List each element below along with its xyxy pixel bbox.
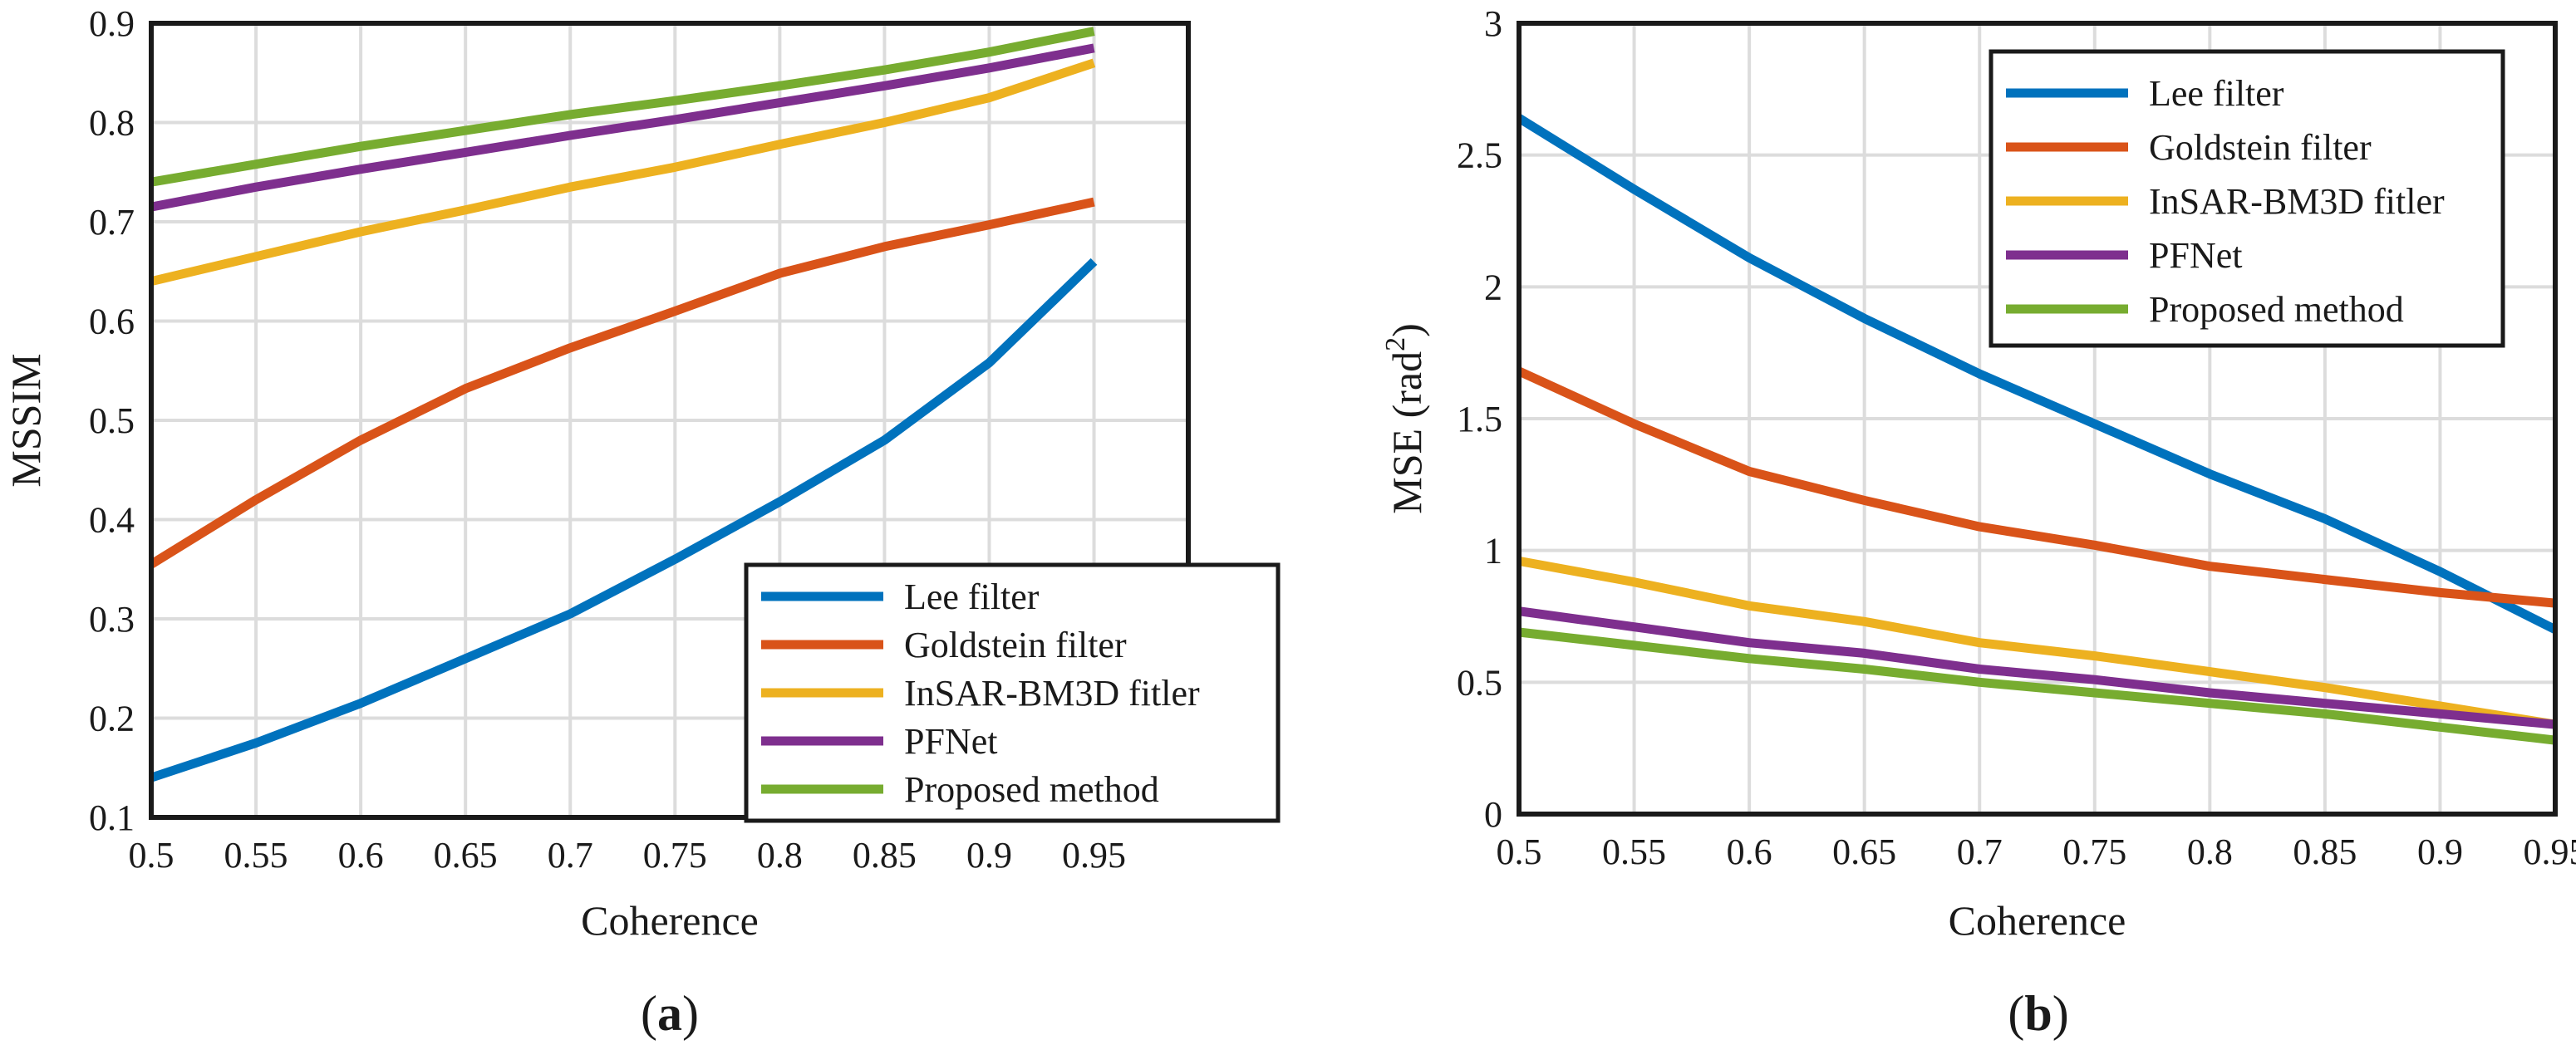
- y-tick-label: 0.8: [89, 103, 135, 144]
- y-tick-label: 0.5: [1457, 662, 1502, 703]
- x-tick-label: 0.95: [2524, 832, 2576, 872]
- y-tick-label: 0.7: [89, 202, 135, 243]
- plot-frame: [149, 21, 1191, 820]
- subfigure-caption: (a): [641, 986, 699, 1041]
- x-tick-label: 0.6: [338, 835, 384, 876]
- legend-label-proposed: Proposed method: [2149, 289, 2404, 330]
- x-tick-label: 0.8: [757, 835, 803, 876]
- x-tick-label: 0.95: [1062, 835, 1126, 876]
- series-line-bm3d: [150, 58, 1096, 287]
- series-line-proposed: [1518, 627, 2556, 745]
- legend-label-bm3d: InSAR-BM3D fitler: [904, 673, 1200, 714]
- caption-open-paren: (: [641, 986, 657, 1041]
- y-tick-label: 0.6: [89, 302, 135, 342]
- x-tick-label: 0.85: [853, 835, 917, 876]
- y-tick-label: 0.9: [89, 3, 135, 44]
- y-axis-label: MSE (rad2): [1380, 323, 1430, 513]
- legend-label-lee: Lee filter: [2149, 73, 2284, 114]
- y-axis-label: MSSIM: [2, 353, 49, 487]
- y-axis-label-main: MSE (rad: [1384, 351, 1430, 514]
- legend-label-proposed: Proposed method: [904, 769, 1159, 810]
- caption-letter: a: [657, 986, 682, 1041]
- x-tick-label: 0.7: [548, 835, 593, 876]
- series-line-goldstein: [1517, 366, 2556, 608]
- x-tick-label: 0.5: [1497, 832, 1542, 872]
- legend-label-bm3d: InSAR-BM3D fitler: [2149, 181, 2445, 222]
- series-line-proposed: [150, 27, 1095, 187]
- y-tick-label: 0.2: [89, 699, 135, 739]
- legend-label-goldstein: Goldstein filter: [2149, 127, 2372, 168]
- x-tick-label: 0.85: [2293, 832, 2357, 872]
- chart-panel-b: 0.50.550.60.650.70.750.80.850.90.9500.51…: [1380, 3, 2576, 1041]
- series-line-pfnet: [1518, 606, 2556, 729]
- x-tick-label: 0.75: [2062, 832, 2126, 872]
- plot-frame: [1517, 21, 2558, 817]
- x-tick-label: 0.75: [643, 835, 707, 876]
- legend-label-pfnet: PFNet: [904, 721, 997, 762]
- x-tick-label: 0.9: [2417, 832, 2463, 872]
- y-axis-label-suffix: ): [1384, 323, 1430, 337]
- x-tick-label: 0.55: [1602, 832, 1666, 872]
- legend-label-lee: Lee filter: [904, 576, 1040, 617]
- y-tick-label: 3: [1484, 3, 1502, 44]
- y-tick-label: 0.1: [89, 797, 135, 838]
- series-line-bm3d: [1518, 556, 2556, 729]
- y-tick-label: 2: [1484, 267, 1502, 307]
- caption-letter: b: [2024, 986, 2052, 1041]
- caption-close-paren: ): [2052, 986, 2069, 1041]
- x-axis-label: Coherence: [581, 897, 759, 944]
- series-line-lee: [1517, 114, 2558, 634]
- y-tick-label: 2.5: [1457, 135, 1502, 176]
- x-tick-label: 0.55: [224, 835, 288, 876]
- x-tick-label: 0.9: [966, 835, 1012, 876]
- caption-close-paren: ): [682, 986, 699, 1041]
- series-line-pfnet: [150, 43, 1095, 212]
- x-axis-label: Coherence: [1949, 897, 2126, 944]
- x-tick-label: 0.5: [129, 835, 175, 876]
- x-tick-label: 0.7: [1957, 832, 2003, 872]
- y-axis-label-main: MSSIM: [2, 353, 49, 487]
- caption-open-paren: (: [2008, 986, 2024, 1041]
- x-tick-label: 0.65: [1832, 832, 1896, 872]
- x-tick-label: 0.8: [2187, 832, 2233, 872]
- series-line-goldstein: [149, 197, 1095, 568]
- legend-label-pfnet: PFNet: [2149, 235, 2242, 276]
- chart-panel-a: 0.5 0.55 0.6 0.65 0.7 0.75 0.8 0.85 0.9 0.950.10.…: [2, 3, 1281, 1041]
- y-tick-label: 1.5: [1457, 399, 1502, 439]
- y-axis-label-superscript: 2: [1380, 337, 1411, 351]
- y-tick-label: 0.3: [89, 599, 135, 640]
- y-tick-label: 0.4: [89, 500, 135, 541]
- subfigure-caption: (b): [2008, 986, 2068, 1041]
- legend-label-goldstein: Goldstein filter: [904, 625, 1127, 665]
- y-tick-label: 0: [1484, 794, 1502, 835]
- y-tick-label: 0.5: [89, 400, 135, 441]
- legend: Lee filter Goldstein filter InSAR-BM3D fit…: [744, 562, 1281, 823]
- legend: Lee filter Goldstein filter InSAR-BM3D fit…: [1989, 49, 2505, 348]
- x-tick-label: 0.6: [1727, 832, 1772, 872]
- series-line-lee: [150, 258, 1098, 783]
- y-tick-label: 1: [1484, 531, 1502, 572]
- x-tick-label: 0.65: [434, 835, 498, 876]
